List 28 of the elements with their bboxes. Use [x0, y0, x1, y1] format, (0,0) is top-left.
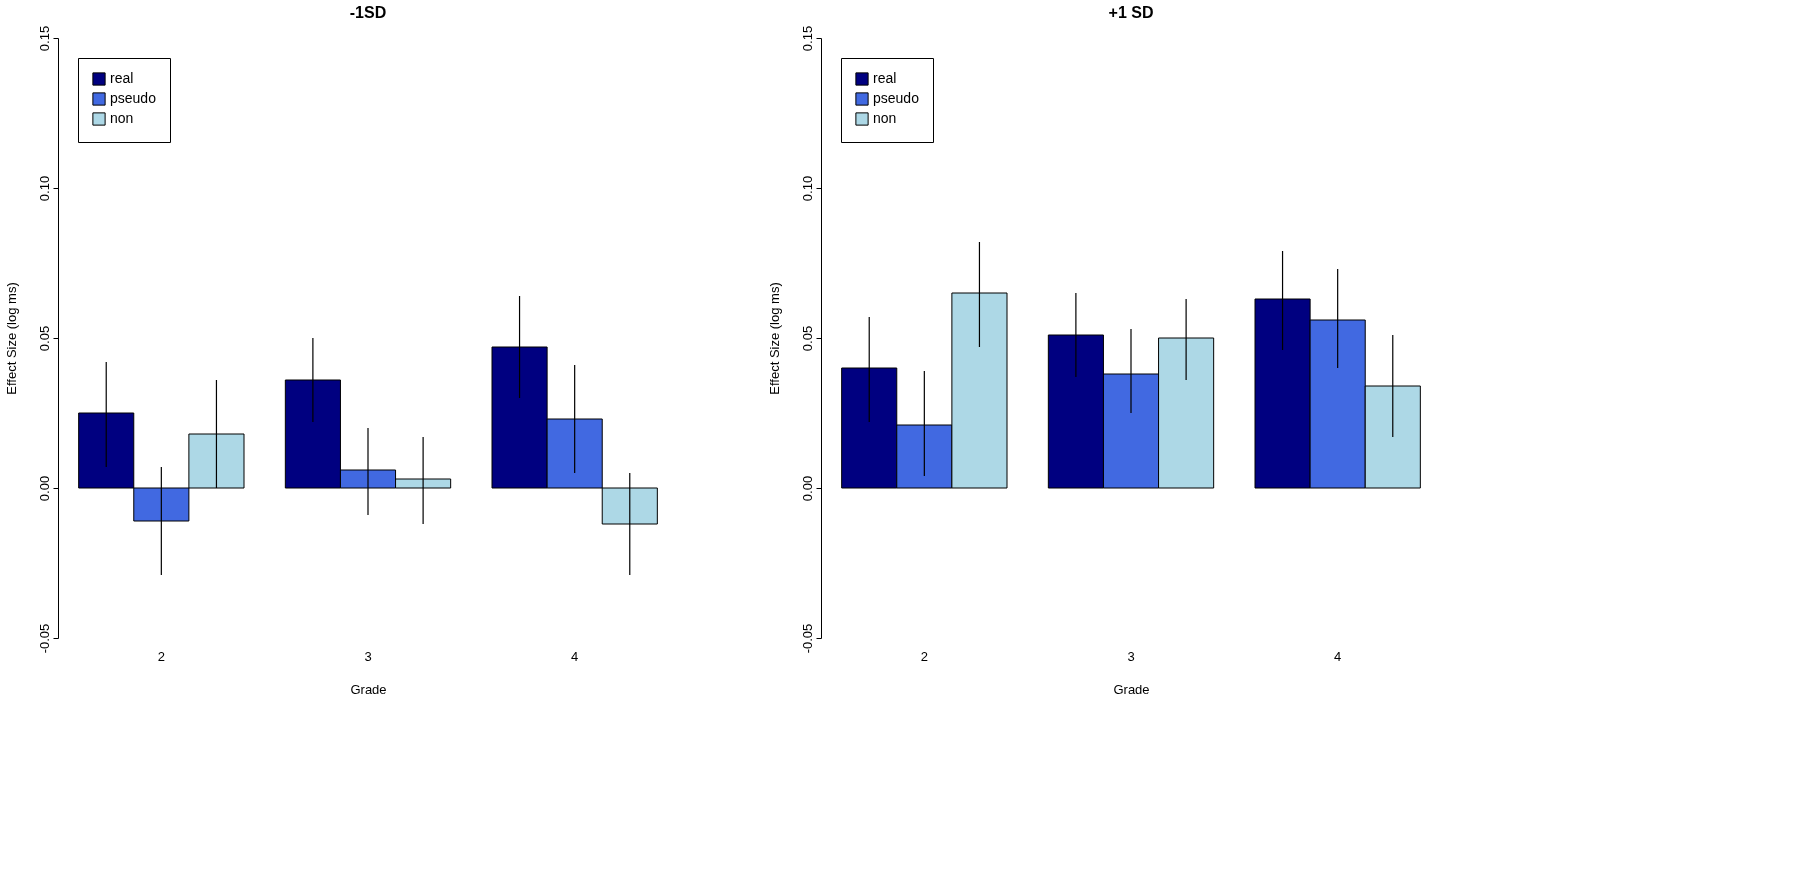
chart-title: -1SD: [349, 4, 387, 22]
legend-label: real: [873, 70, 897, 86]
legend-label: non: [110, 110, 134, 126]
y-tick-label: 0.05: [36, 325, 52, 352]
y-tick-label: 0.15: [799, 25, 815, 52]
y-tick-label: 0.10: [799, 175, 815, 202]
y-tick-label: 0.00: [799, 475, 815, 502]
y-axis-title: Effect Size (log ms): [3, 282, 19, 395]
y-axis-title: Effect Size (log ms): [766, 282, 782, 395]
x-tick-label: 3: [364, 648, 372, 664]
legend-label: pseudo: [873, 90, 920, 106]
x-tick-label: 2: [920, 648, 928, 664]
y-tick-label: -0.05: [799, 623, 815, 654]
legend-label: pseudo: [110, 90, 157, 106]
x-tick-label: 3: [1127, 648, 1135, 664]
legend-label: real: [110, 70, 134, 86]
x-tick-label: 4: [571, 648, 579, 664]
y-tick-label: 0.15: [36, 25, 52, 52]
y-tick-label: -0.05: [36, 623, 52, 654]
chart-title: +1 SD: [1108, 4, 1154, 22]
legend-label: non: [873, 110, 897, 126]
x-axis-title: Grade: [350, 681, 387, 697]
y-tick-label: 0.00: [36, 475, 52, 502]
x-axis-title: Grade: [1113, 681, 1150, 697]
x-tick-label: 4: [1334, 648, 1342, 664]
y-tick-label: 0.10: [36, 175, 52, 202]
y-tick-label: 0.05: [799, 325, 815, 352]
x-tick-label: 2: [157, 648, 165, 664]
